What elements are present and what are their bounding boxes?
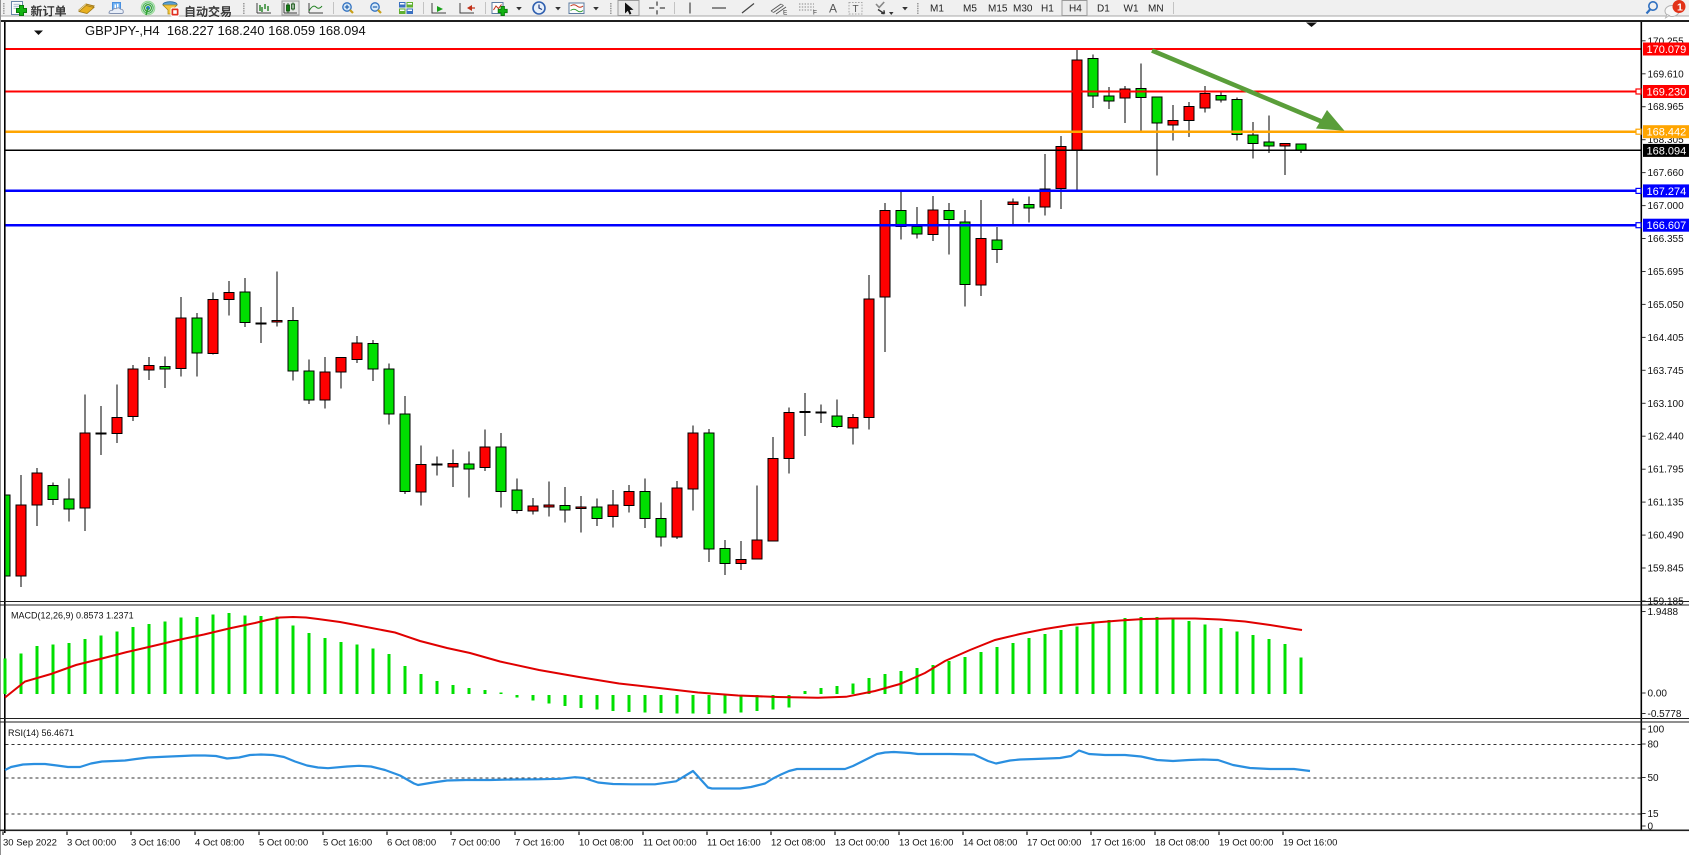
svg-text:169.230: 169.230	[1647, 87, 1687, 99]
svg-text:11 Oct 16:00: 11 Oct 16:00	[707, 838, 761, 849]
svg-text:12 Oct 08:00: 12 Oct 08:00	[771, 838, 825, 849]
svg-text:19 Oct 16:00: 19 Oct 16:00	[1283, 838, 1337, 849]
svg-text:-0.5778: -0.5778	[1648, 709, 1682, 720]
svg-text:30 Sep 2022: 30 Sep 2022	[3, 838, 57, 849]
svg-text:164.405: 164.405	[1648, 333, 1685, 344]
svg-text:13 Oct 00:00: 13 Oct 00:00	[835, 838, 889, 849]
svg-text:168.965: 168.965	[1648, 102, 1685, 113]
svg-text:1: 1	[1677, 2, 1683, 14]
svg-text:F: F	[813, 10, 817, 17]
svg-text:14 Oct 08:00: 14 Oct 08:00	[963, 838, 1017, 849]
svg-text:13 Oct 16:00: 13 Oct 16:00	[899, 838, 953, 849]
svg-text:7 Oct 16:00: 7 Oct 16:00	[515, 838, 564, 849]
svg-text:19 Oct 00:00: 19 Oct 00:00	[1219, 838, 1273, 849]
svg-text:160.490: 160.490	[1648, 531, 1685, 542]
svg-text:168.442: 168.442	[1647, 127, 1687, 139]
svg-text:M5: M5	[963, 4, 977, 15]
svg-text:159.845: 159.845	[1648, 564, 1685, 575]
svg-text:167.660: 167.660	[1648, 168, 1685, 179]
svg-text:168.094: 168.094	[1647, 145, 1687, 157]
svg-text:M15: M15	[988, 4, 1008, 15]
svg-text:161.135: 161.135	[1648, 498, 1685, 509]
svg-text:17 Oct 00:00: 17 Oct 00:00	[1027, 838, 1081, 849]
svg-text:M30: M30	[1013, 4, 1033, 15]
svg-text:D1: D1	[1097, 4, 1110, 15]
svg-text:GBPJPY-,H4 168.227 168.240 16: GBPJPY-,H4 168.227 168.240 168.059 168.0…	[85, 23, 366, 38]
svg-text:H4: H4	[1069, 4, 1082, 15]
svg-text:163.100: 163.100	[1648, 399, 1685, 410]
svg-text:E: E	[783, 10, 788, 17]
svg-text:50: 50	[1648, 773, 1660, 784]
svg-text:165.050: 165.050	[1648, 300, 1685, 311]
svg-text:7 Oct 00:00: 7 Oct 00:00	[451, 838, 500, 849]
svg-text:MACD(12,26,9) 0.8573 1.2371: MACD(12,26,9) 0.8573 1.2371	[11, 611, 134, 621]
svg-text:M1: M1	[930, 4, 944, 15]
svg-text:3 Oct 16:00: 3 Oct 16:00	[131, 838, 180, 849]
svg-text:169.610: 169.610	[1648, 69, 1685, 80]
svg-text:4 Oct 08:00: 4 Oct 08:00	[195, 838, 244, 849]
svg-text:W1: W1	[1124, 4, 1139, 15]
svg-text:18 Oct 08:00: 18 Oct 08:00	[1155, 838, 1209, 849]
svg-text:A: A	[829, 2, 837, 16]
svg-text:168.305: 168.305	[1648, 135, 1685, 146]
svg-text:163.745: 163.745	[1648, 366, 1685, 377]
svg-text:10 Oct 08:00: 10 Oct 08:00	[579, 838, 633, 849]
svg-text:166.607: 166.607	[1647, 220, 1687, 232]
svg-text:17 Oct 16:00: 17 Oct 16:00	[1091, 838, 1145, 849]
svg-text:100: 100	[1648, 725, 1665, 736]
svg-text:0.00: 0.00	[1648, 689, 1668, 700]
svg-text:0: 0	[1648, 822, 1654, 833]
svg-text:5 Oct 16:00: 5 Oct 16:00	[323, 838, 372, 849]
svg-text:3 Oct 00:00: 3 Oct 00:00	[67, 838, 116, 849]
svg-text:165.695: 165.695	[1648, 267, 1685, 278]
svg-text:167.000: 167.000	[1648, 201, 1685, 212]
svg-text:RSI(14) 56.4671: RSI(14) 56.4671	[8, 728, 74, 738]
svg-text:11 Oct 00:00: 11 Oct 00:00	[643, 838, 697, 849]
svg-text:167.274: 167.274	[1647, 186, 1687, 198]
svg-text:170.255: 170.255	[1648, 36, 1685, 47]
svg-text:161.795: 161.795	[1648, 465, 1685, 476]
svg-text:T: T	[853, 4, 859, 15]
svg-text:15: 15	[1648, 809, 1660, 820]
svg-text:1.9488: 1.9488	[1648, 607, 1679, 618]
svg-text:6 Oct 08:00: 6 Oct 08:00	[387, 838, 436, 849]
svg-text:MN: MN	[1148, 4, 1164, 15]
svg-text:H1: H1	[1041, 4, 1054, 15]
svg-text:162.440: 162.440	[1648, 432, 1685, 443]
svg-text:80: 80	[1648, 740, 1660, 751]
svg-text:5 Oct 00:00: 5 Oct 00:00	[259, 838, 308, 849]
svg-text:166.355: 166.355	[1648, 234, 1685, 245]
svg-text:170.079: 170.079	[1647, 44, 1687, 56]
